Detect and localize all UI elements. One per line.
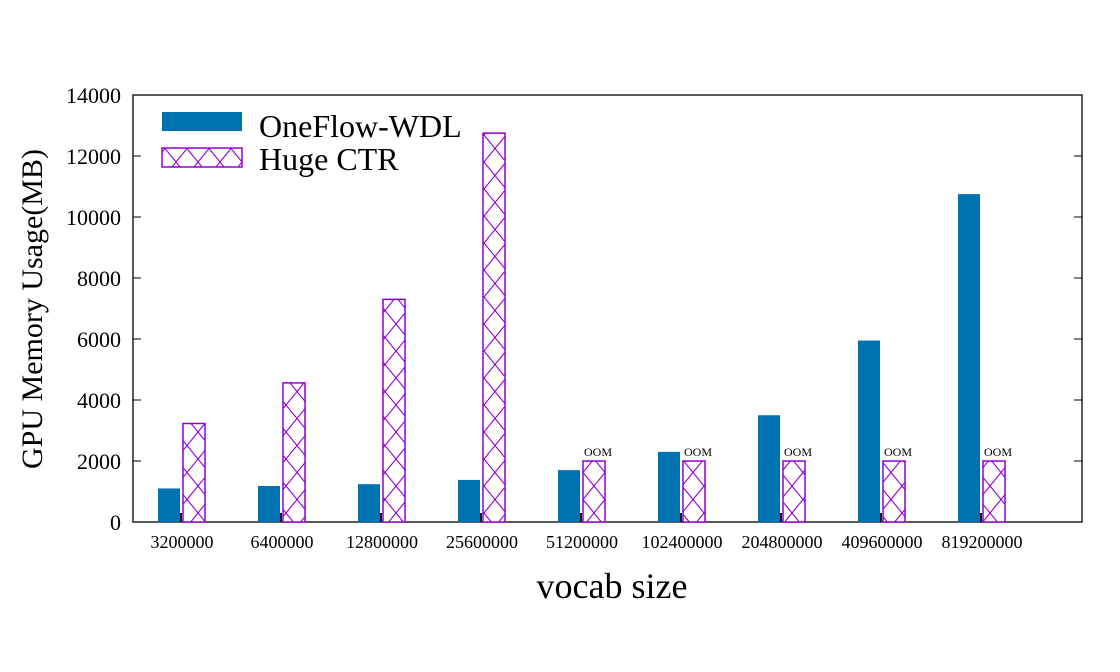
bar-oneflow-wdl: [158, 488, 180, 522]
x-tick-label: 819200000: [942, 532, 1023, 552]
bar-base-mark: [480, 513, 482, 522]
oom-annotation: OOM: [984, 445, 1012, 459]
bar-hugectr: [482, 132, 506, 523]
bar-base-mark: [780, 513, 782, 522]
bar-base-mark: [580, 513, 582, 522]
bar-base-mark: [280, 513, 282, 522]
oom-annotation: OOM: [584, 445, 612, 459]
y-tick-label: 0: [110, 510, 121, 535]
x-tick-label: 409600000: [842, 532, 923, 552]
oom-annotation: OOM: [884, 445, 912, 459]
bar-hugectr: [682, 460, 706, 523]
bar-oneflow-wdl: [558, 470, 580, 522]
legend-swatch-hugectr: [161, 147, 243, 168]
legend-label-hugectr: Huge CTR: [259, 141, 399, 177]
y-tick-label: 2000: [77, 449, 121, 474]
x-tick-label: 6400000: [251, 532, 314, 552]
y-axis-label: GPU Memory Usage(MB): [16, 149, 49, 469]
bar-hugectr: [782, 460, 806, 523]
legend-swatch-oneflow-wdl: [162, 112, 242, 131]
oom-annotation: OOM: [684, 445, 712, 459]
bar-hugectr: [982, 460, 1006, 523]
bar-hugectr: [882, 460, 906, 523]
bar-hugectr: [582, 460, 606, 523]
bar-oneflow-wdl: [458, 479, 480, 522]
legend-label-oneflow-wdl: OneFlow-WDL: [259, 108, 462, 144]
y-tick-label: 4000: [77, 388, 121, 413]
y-tick-label: 12000: [66, 144, 121, 169]
y-tick-label: 8000: [77, 266, 121, 291]
x-tick-label: 51200000: [546, 532, 618, 552]
x-tick-label: 25600000: [446, 532, 518, 552]
bar-hugectr: [182, 422, 206, 523]
x-tick-label: 204800000: [742, 532, 823, 552]
bar-oneflow-wdl: [358, 484, 380, 522]
bar-hugectr: [382, 298, 406, 523]
y-tick-label: 6000: [77, 327, 121, 352]
bar-hugectr: [282, 382, 306, 523]
axes: 0 2000 4000 6000 8000 10000 12000 14000 3200000 6…: [66, 83, 1082, 552]
x-tick-label: 12800000: [346, 532, 418, 552]
bar-base-mark: [180, 513, 182, 522]
bar-oneflow-wdl: [858, 340, 880, 522]
y-tick-label: 14000: [66, 83, 121, 108]
x-tick-label: 3200000: [151, 532, 214, 552]
bar-base-mark: [880, 513, 882, 522]
bar-oneflow-wdl: [958, 194, 980, 522]
bar-oneflow-wdl: [658, 451, 680, 522]
bars: OOM OOM OOM OOM OOM: [158, 132, 1012, 523]
x-tick-label: 102400000: [642, 532, 723, 552]
bar-base-mark: [680, 513, 682, 522]
bar-base-mark: [380, 513, 382, 522]
oom-annotation: OOM: [784, 445, 812, 459]
y-tick-label: 10000: [66, 205, 121, 230]
bar-base-mark: [980, 513, 982, 522]
plot-frame: [132, 94, 1083, 523]
x-axis-label: vocab size: [537, 566, 688, 606]
plot-area: [132, 94, 1083, 523]
bar-oneflow-wdl: [758, 415, 780, 522]
bar-oneflow-wdl: [258, 486, 280, 522]
